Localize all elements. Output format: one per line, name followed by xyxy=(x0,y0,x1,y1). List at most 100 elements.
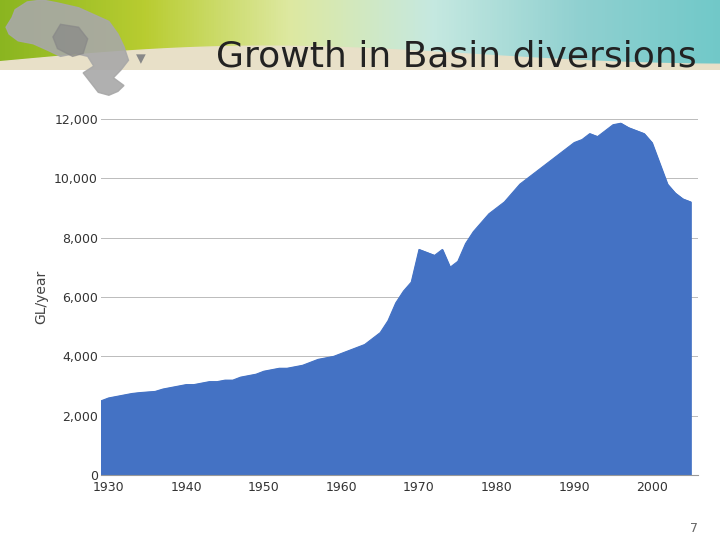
Bar xyxy=(670,0,672,70)
Bar xyxy=(439,0,442,70)
Bar xyxy=(7,0,10,70)
Bar xyxy=(662,0,665,70)
Bar xyxy=(5,0,8,70)
Bar xyxy=(506,0,510,70)
Bar xyxy=(240,0,243,70)
Bar xyxy=(79,0,82,70)
Bar xyxy=(405,0,409,70)
Bar xyxy=(84,0,87,70)
Bar xyxy=(45,0,49,70)
Bar xyxy=(171,0,174,70)
Bar xyxy=(441,0,445,70)
Bar xyxy=(398,0,402,70)
Bar xyxy=(266,0,269,70)
Bar xyxy=(564,0,567,70)
Bar xyxy=(353,0,356,70)
Bar xyxy=(607,0,611,70)
Bar xyxy=(657,0,661,70)
Bar xyxy=(516,0,519,70)
Bar xyxy=(310,0,312,70)
Bar xyxy=(461,0,464,70)
Bar xyxy=(207,0,210,70)
Bar xyxy=(403,0,406,70)
Bar xyxy=(511,0,514,70)
Bar xyxy=(581,0,584,70)
Bar xyxy=(682,0,685,70)
Bar xyxy=(319,0,323,70)
Y-axis label: GL/year: GL/year xyxy=(35,270,48,324)
Bar xyxy=(523,0,526,70)
Bar xyxy=(526,0,528,70)
Bar xyxy=(230,0,233,70)
Bar xyxy=(598,0,600,70)
Bar xyxy=(713,0,716,70)
Bar xyxy=(648,0,651,70)
Bar xyxy=(192,0,195,70)
Bar xyxy=(178,0,181,70)
Bar xyxy=(454,0,456,70)
Bar xyxy=(614,0,618,70)
Bar xyxy=(377,0,380,70)
Bar xyxy=(74,0,78,70)
Bar xyxy=(513,0,517,70)
Bar xyxy=(639,0,642,70)
Bar xyxy=(221,0,224,70)
Bar xyxy=(677,0,680,70)
Bar xyxy=(283,0,287,70)
Bar xyxy=(540,0,543,70)
Bar xyxy=(360,0,363,70)
Bar xyxy=(346,0,348,70)
Bar xyxy=(408,0,411,70)
Bar xyxy=(554,0,557,70)
Bar xyxy=(302,0,305,70)
Text: 7: 7 xyxy=(690,522,698,535)
Bar xyxy=(94,0,96,70)
Bar xyxy=(223,0,226,70)
Bar xyxy=(156,0,159,70)
Bar xyxy=(271,0,274,70)
Bar xyxy=(396,0,399,70)
Bar xyxy=(235,0,238,70)
Bar xyxy=(365,0,368,70)
Bar xyxy=(189,0,193,70)
Bar xyxy=(528,0,531,70)
Bar xyxy=(595,0,598,70)
Bar xyxy=(115,0,118,70)
Bar xyxy=(706,0,708,70)
Bar xyxy=(281,0,284,70)
Polygon shape xyxy=(6,0,128,95)
Bar xyxy=(333,0,337,70)
Bar xyxy=(0,0,3,70)
Bar xyxy=(585,0,589,70)
Bar xyxy=(286,0,289,70)
Bar xyxy=(326,0,330,70)
Bar xyxy=(127,0,130,70)
Bar xyxy=(485,0,488,70)
Bar xyxy=(53,0,56,70)
Bar xyxy=(89,0,92,70)
Bar xyxy=(41,0,44,70)
Bar xyxy=(101,0,104,70)
Bar xyxy=(106,0,109,70)
Bar xyxy=(180,0,183,70)
Bar xyxy=(122,0,125,70)
Bar xyxy=(173,0,176,70)
Bar xyxy=(718,0,720,70)
Bar xyxy=(684,0,687,70)
Bar xyxy=(689,0,692,70)
Bar xyxy=(288,0,291,70)
Bar xyxy=(600,0,603,70)
Bar xyxy=(358,0,361,70)
Bar xyxy=(254,0,258,70)
Bar xyxy=(175,0,179,70)
Bar xyxy=(103,0,107,70)
Bar xyxy=(533,0,536,70)
Bar xyxy=(451,0,454,70)
Bar xyxy=(509,0,512,70)
Bar xyxy=(590,0,593,70)
Bar xyxy=(531,0,534,70)
Bar xyxy=(34,0,37,70)
Bar xyxy=(715,0,719,70)
Bar xyxy=(135,0,138,70)
Bar xyxy=(490,0,492,70)
